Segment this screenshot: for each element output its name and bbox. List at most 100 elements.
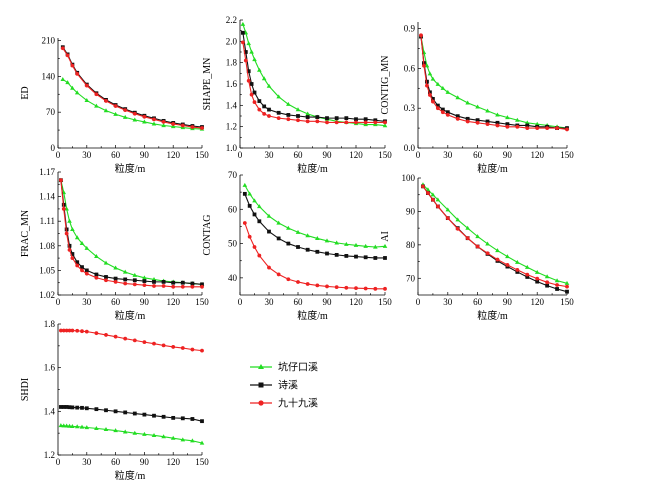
data-point: [257, 107, 262, 112]
data-point: [555, 283, 559, 287]
data-point: [113, 276, 118, 281]
data-point: [180, 284, 185, 289]
x-tick-label: 90: [323, 150, 333, 160]
chart-panel: 0 30 60 90 120 150 1.2 1.4 1.6 1.8 粒度/m SHDI: [20, 319, 209, 482]
data-point: [180, 280, 185, 285]
x-axis-label: 粒度/m: [115, 162, 146, 175]
x-tick-label: 60: [294, 297, 304, 307]
data-point: [67, 243, 72, 248]
x-tick-label: 90: [503, 297, 513, 307]
legend-entry: 坑仔口溪: [250, 361, 318, 374]
data-point: [123, 108, 128, 113]
y-tick-label: 1.08: [39, 241, 55, 251]
data-point: [161, 123, 166, 128]
data-point: [161, 120, 166, 124]
x-axis-label: 粒度/m: [297, 162, 328, 175]
data-point: [267, 265, 271, 270]
data-point: [247, 191, 252, 196]
data-point: [257, 204, 262, 209]
y-tick-label: 70: [228, 170, 238, 180]
data-point: [84, 329, 89, 334]
data-point: [295, 229, 301, 234]
data-point: [70, 85, 75, 90]
data-point: [80, 405, 84, 410]
data-point: [64, 328, 69, 333]
data-point: [104, 333, 108, 337]
series-line: [422, 184, 568, 284]
series-line: [422, 186, 568, 288]
data-point: [61, 328, 66, 333]
data-point: [534, 121, 540, 126]
legend-label: 诗溪: [278, 379, 298, 392]
data-point: [94, 407, 99, 412]
data-point: [104, 99, 108, 103]
x-tick-label: 30: [443, 297, 453, 307]
data-point: [535, 276, 540, 281]
data-point: [495, 112, 500, 117]
data-point: [252, 198, 257, 203]
data-point: [505, 263, 510, 267]
x-tick-label: 60: [473, 150, 483, 160]
data-point: [425, 79, 429, 84]
data-point: [58, 328, 63, 333]
data-point: [199, 440, 205, 445]
data-point: [435, 103, 440, 108]
series-line: [420, 36, 567, 129]
data-point: [354, 254, 358, 259]
chart-panel: 0 30 60 90 120 150 1.02 1.05 1.08 1.11 1.14 1.17 粒度/…: [20, 167, 209, 322]
data-point: [354, 120, 358, 125]
data-point: [565, 284, 569, 289]
y-tick-label: 1.11: [40, 216, 55, 226]
data-point: [122, 114, 128, 119]
data-point: [80, 265, 84, 270]
data-point: [383, 256, 387, 260]
y-tick-label: 1.8: [44, 319, 56, 329]
x-tick-label: 30: [265, 150, 275, 160]
data-point: [524, 120, 530, 125]
data-point: [315, 119, 320, 124]
data-point: [70, 63, 75, 68]
x-tick-label: 30: [265, 297, 275, 307]
y-tick-label: 50: [228, 239, 238, 249]
data-point: [430, 192, 436, 197]
data-point: [64, 231, 69, 236]
data-point: [431, 99, 435, 104]
data-point: [132, 272, 138, 277]
x-tick-label: 90: [323, 297, 333, 307]
data-point: [455, 226, 460, 231]
data-point: [65, 80, 70, 85]
data-point: [475, 118, 480, 123]
data-point: [435, 197, 441, 202]
data-point: [94, 331, 99, 336]
x-tick-label: 90: [140, 297, 150, 307]
y-tick-label: 1.14: [39, 192, 55, 202]
x-tick-label: 0: [416, 297, 421, 307]
series-line: [420, 36, 568, 129]
data-point: [445, 112, 450, 117]
data-point: [252, 57, 257, 62]
data-point: [104, 408, 108, 413]
data-point: [485, 122, 490, 127]
data-point: [240, 21, 246, 26]
data-point: [246, 41, 251, 46]
data-point: [465, 116, 470, 121]
data-point: [286, 113, 291, 117]
data-point: [545, 283, 550, 288]
data-point: [426, 191, 430, 195]
data-point: [485, 251, 490, 256]
data-point: [427, 71, 433, 76]
x-tick-label: 30: [82, 297, 92, 307]
data-point: [276, 110, 281, 115]
data-point: [565, 127, 569, 132]
data-point: [252, 100, 257, 105]
data-point: [103, 108, 109, 113]
data-point: [276, 94, 281, 99]
x-tick-label: 0: [56, 150, 61, 160]
y-tick-label: 1.4: [226, 100, 238, 110]
data-point: [252, 245, 257, 249]
data-point: [315, 115, 320, 119]
data-point: [383, 120, 387, 125]
data-point: [262, 104, 267, 109]
y-tick-label: 70: [406, 273, 416, 283]
data-point: [142, 114, 147, 119]
